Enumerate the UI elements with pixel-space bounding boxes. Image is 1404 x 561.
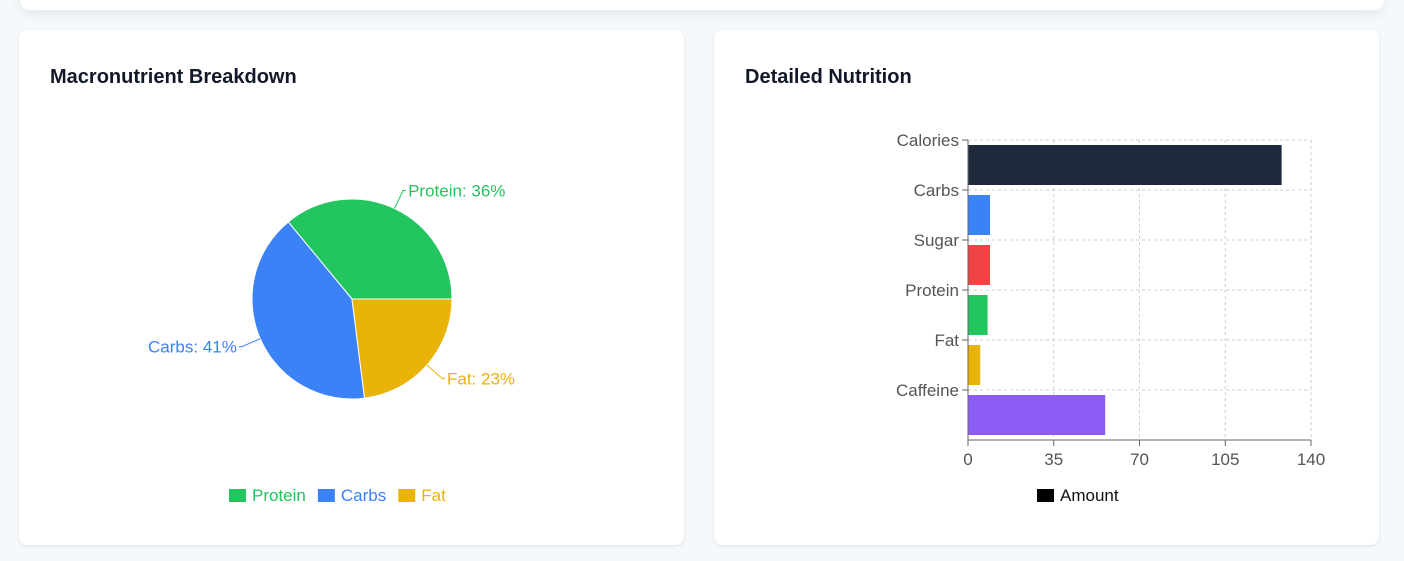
pie-slice-protein	[287, 198, 453, 300]
legend-label: Protein	[252, 486, 306, 505]
legend-swatch	[1037, 489, 1054, 502]
bar-calories	[968, 145, 1282, 185]
legend-label: Amount	[1060, 486, 1119, 505]
y-tick-label: Calories	[897, 131, 959, 150]
pie-label-line	[394, 189, 407, 209]
bar-sugar	[968, 245, 991, 285]
pie-label-line	[238, 338, 261, 348]
bar-chart: Calories Carbs Sugar Protein Fat Caffeine 0 35 7…	[896, 131, 1325, 505]
card-title: Detailed Nutrition	[745, 66, 912, 88]
card-title: Macronutrient Breakdown	[50, 66, 297, 88]
bar-caffeine	[968, 395, 1106, 435]
y-tick-label: Sugar	[914, 231, 960, 250]
legend-swatch	[317, 489, 335, 502]
y-tick-label: Caffeine	[896, 381, 959, 400]
legend-swatch	[398, 489, 416, 502]
y-tick-label: Carbs	[914, 181, 959, 200]
pie-label-line	[426, 364, 446, 379]
pie-slice-carbs	[251, 221, 366, 400]
legend-label: Carbs	[341, 486, 386, 505]
y-tick-label: Protein	[905, 281, 959, 300]
detailed-nutrition-card: Detailed Nutrition Calories Carbs Sugar Pro…	[714, 30, 1379, 545]
bar-fat	[968, 345, 981, 385]
x-tick-label: 105	[1211, 450, 1239, 469]
pie-chart: Protein: 36% Carbs: 41% Fat: 23% Protein Car…	[148, 181, 515, 505]
y-tick-label: Fat	[934, 331, 959, 350]
x-tick-label: 0	[963, 450, 972, 469]
top-card	[20, 0, 1384, 10]
bar-carbs	[968, 195, 991, 235]
pie-label: Fat: 23%	[447, 369, 515, 388]
x-tick-label: 35	[1044, 450, 1063, 469]
legend-label: Fat	[421, 486, 446, 505]
macronutrient-card: Macronutrient Breakdown Protein: 36% Carb…	[19, 30, 684, 545]
legend-swatch	[229, 489, 246, 502]
bar-protein	[968, 295, 988, 335]
pie-label: Protein: 36%	[408, 181, 505, 200]
x-tick-label: 70	[1130, 450, 1149, 469]
pie-slice-fat	[351, 298, 453, 399]
pie-label: Carbs: 41%	[148, 338, 237, 357]
x-tick-label: 140	[1297, 450, 1325, 469]
